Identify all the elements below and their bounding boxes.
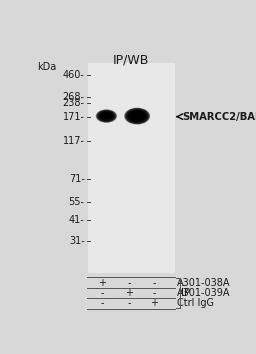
- Text: A301-038A: A301-038A: [177, 278, 230, 287]
- Ellipse shape: [127, 110, 147, 122]
- Ellipse shape: [125, 108, 150, 124]
- Ellipse shape: [131, 112, 143, 119]
- Ellipse shape: [102, 113, 111, 118]
- Text: 238-: 238-: [62, 98, 84, 108]
- Text: -: -: [101, 288, 104, 298]
- Ellipse shape: [101, 112, 112, 119]
- Ellipse shape: [100, 112, 112, 119]
- Ellipse shape: [130, 111, 145, 120]
- Text: A301-039A: A301-039A: [177, 288, 230, 298]
- Ellipse shape: [101, 113, 111, 119]
- Ellipse shape: [131, 112, 144, 119]
- Ellipse shape: [127, 109, 147, 122]
- Ellipse shape: [130, 112, 144, 120]
- Ellipse shape: [96, 110, 116, 122]
- Text: -: -: [152, 288, 156, 298]
- Text: 460-: 460-: [63, 70, 84, 80]
- Ellipse shape: [127, 109, 147, 123]
- Ellipse shape: [101, 113, 112, 119]
- Ellipse shape: [124, 108, 150, 125]
- Ellipse shape: [97, 110, 116, 122]
- Ellipse shape: [125, 108, 149, 124]
- Ellipse shape: [132, 112, 142, 119]
- Text: +: +: [125, 288, 133, 298]
- Ellipse shape: [132, 112, 143, 119]
- Ellipse shape: [125, 108, 149, 124]
- Ellipse shape: [99, 111, 114, 121]
- Text: 71-: 71-: [69, 174, 84, 184]
- Text: 31-: 31-: [69, 236, 84, 246]
- Ellipse shape: [98, 111, 115, 121]
- Ellipse shape: [99, 111, 114, 121]
- Ellipse shape: [131, 112, 143, 119]
- Text: -: -: [127, 278, 131, 287]
- Bar: [88, 63, 175, 273]
- Text: -: -: [127, 298, 131, 308]
- Ellipse shape: [97, 110, 116, 122]
- Ellipse shape: [101, 112, 112, 119]
- Ellipse shape: [98, 111, 115, 121]
- Ellipse shape: [97, 110, 116, 122]
- Text: +: +: [98, 278, 106, 287]
- Ellipse shape: [127, 109, 148, 123]
- Text: +: +: [150, 298, 158, 308]
- Ellipse shape: [128, 110, 147, 122]
- Ellipse shape: [96, 109, 117, 123]
- Ellipse shape: [130, 111, 144, 120]
- Ellipse shape: [126, 109, 148, 123]
- Text: 171-: 171-: [62, 112, 84, 122]
- Ellipse shape: [125, 108, 149, 124]
- Ellipse shape: [126, 109, 148, 124]
- Text: IP: IP: [182, 288, 191, 298]
- Ellipse shape: [124, 108, 150, 125]
- Text: kDa: kDa: [37, 62, 56, 72]
- Ellipse shape: [102, 113, 111, 118]
- Ellipse shape: [101, 112, 112, 119]
- Ellipse shape: [127, 109, 147, 123]
- Text: 41-: 41-: [69, 215, 84, 225]
- Text: 117-: 117-: [62, 136, 84, 146]
- Ellipse shape: [130, 111, 144, 120]
- Ellipse shape: [96, 110, 117, 122]
- Text: -: -: [152, 278, 156, 287]
- Ellipse shape: [124, 108, 150, 124]
- Ellipse shape: [98, 110, 115, 122]
- Ellipse shape: [126, 109, 149, 124]
- Ellipse shape: [98, 110, 115, 122]
- Ellipse shape: [126, 109, 148, 124]
- Ellipse shape: [102, 113, 111, 118]
- Ellipse shape: [102, 113, 111, 118]
- Ellipse shape: [97, 110, 115, 122]
- Ellipse shape: [96, 109, 117, 123]
- Ellipse shape: [132, 112, 143, 119]
- Ellipse shape: [102, 113, 111, 118]
- Ellipse shape: [132, 113, 142, 119]
- Ellipse shape: [125, 108, 150, 124]
- Text: -: -: [101, 298, 104, 308]
- Ellipse shape: [98, 111, 115, 121]
- Ellipse shape: [100, 112, 113, 119]
- Ellipse shape: [125, 108, 149, 124]
- Ellipse shape: [97, 110, 116, 122]
- Ellipse shape: [97, 110, 116, 122]
- Text: 268-: 268-: [62, 92, 84, 102]
- Ellipse shape: [96, 109, 117, 122]
- Ellipse shape: [131, 112, 143, 119]
- Text: Ctrl IgG: Ctrl IgG: [177, 298, 214, 308]
- Ellipse shape: [97, 110, 116, 122]
- Ellipse shape: [101, 113, 112, 119]
- Ellipse shape: [98, 110, 115, 122]
- Text: SMARCC2/BAF170: SMARCC2/BAF170: [182, 112, 256, 122]
- Ellipse shape: [127, 109, 147, 123]
- Text: IP/WB: IP/WB: [113, 53, 150, 67]
- Ellipse shape: [98, 111, 114, 121]
- Ellipse shape: [128, 110, 146, 122]
- Text: 55-: 55-: [69, 197, 84, 207]
- Ellipse shape: [126, 109, 148, 123]
- Ellipse shape: [130, 111, 145, 120]
